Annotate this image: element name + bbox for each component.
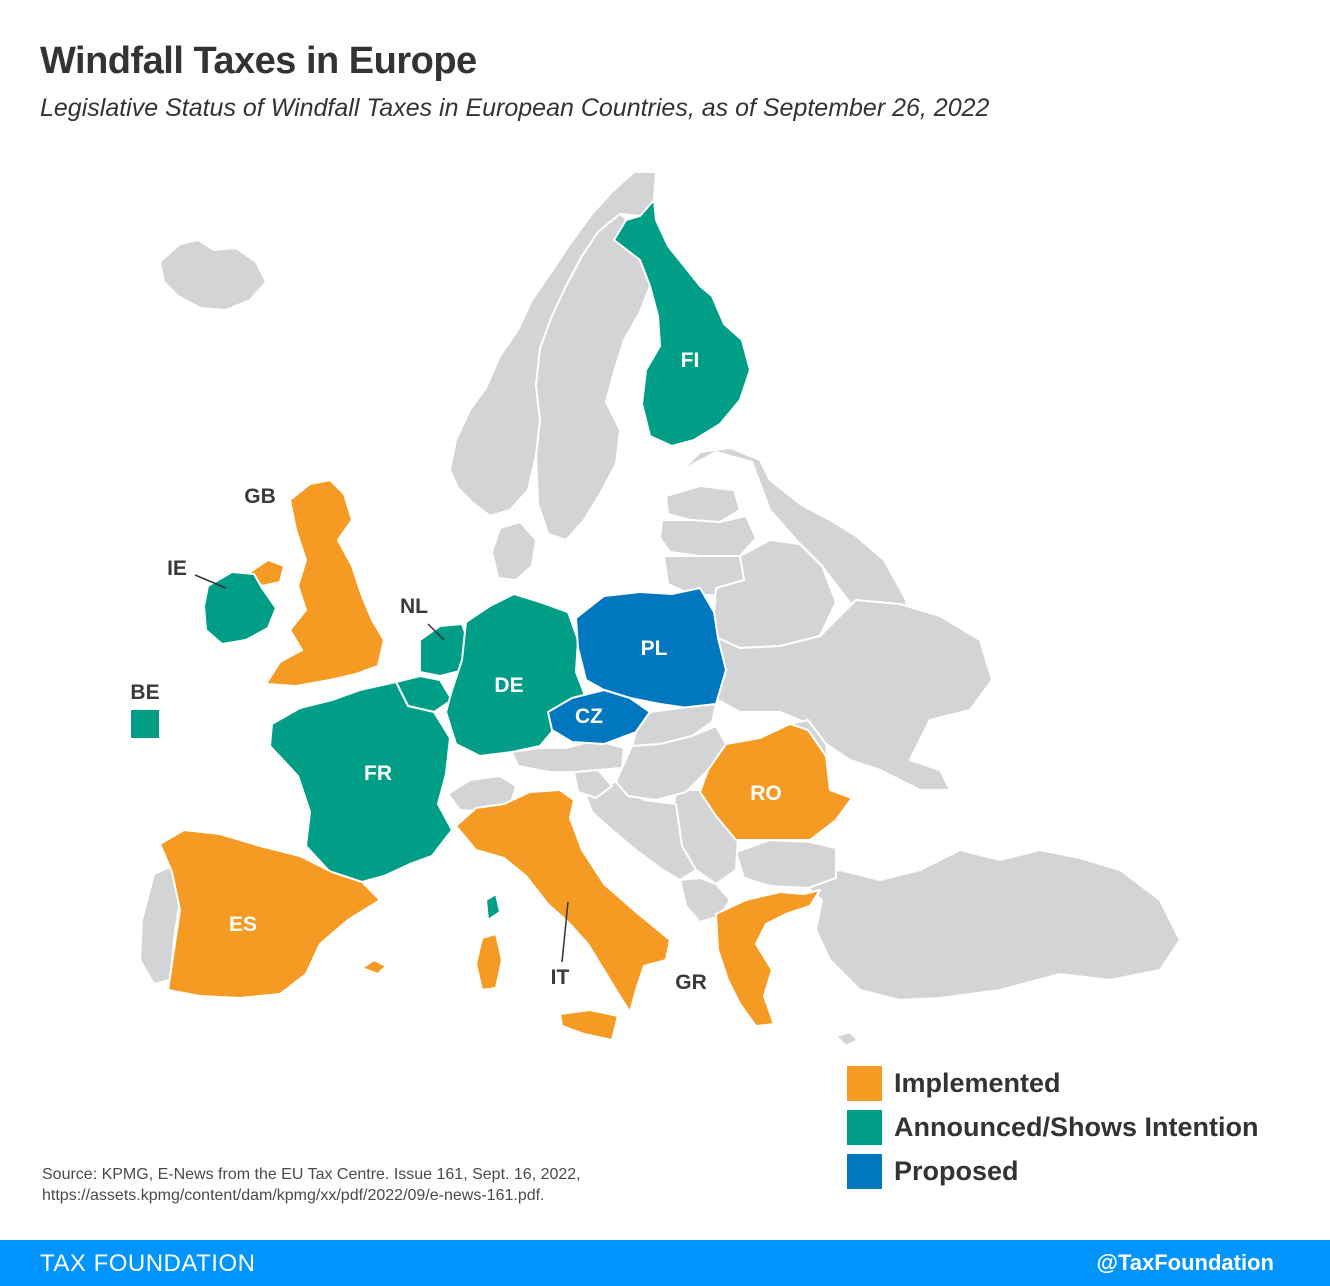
label-it: IT (551, 966, 570, 989)
legend: Implemented Announced/Shows Intention Pr… (847, 1065, 1259, 1198)
leader-nl (427, 623, 445, 641)
label-gr: GR (675, 971, 707, 994)
legend-item-announced: Announced/Shows Intention (847, 1109, 1259, 1145)
country-uk (249, 479, 385, 687)
country-romania (699, 723, 853, 841)
country-labels: FI GB IE NL BE DE FR PL CZ RO ES IT GR (130, 349, 781, 994)
country-finland (613, 199, 751, 447)
label-be: BE (130, 681, 159, 704)
leader-ie (194, 574, 227, 589)
legend-label-implemented: Implemented (894, 1067, 1061, 1098)
norway (449, 171, 657, 517)
legend-item-implemented: Implemented (847, 1065, 1258, 1101)
latvia (659, 515, 757, 557)
legend-label-announced: Announced/Shows Intention (894, 1111, 1259, 1142)
map-title: Windfall Taxes in Europe (40, 40, 477, 82)
footer-brand: TAX FOUNDATION (40, 1250, 256, 1277)
switzerland (447, 775, 517, 813)
legend-swatch-announced (847, 1109, 882, 1145)
label-fi: FI (681, 349, 700, 372)
cyprus (835, 1031, 859, 1047)
country-ireland (203, 571, 277, 645)
leader-lines (194, 574, 569, 963)
label-gb: GB (244, 485, 276, 508)
country-poland (575, 587, 727, 709)
russia-west (681, 447, 911, 651)
leader-it (561, 901, 569, 963)
label-pl: PL (641, 637, 668, 660)
source-note: Source: KPMG, E-News from the EU Tax Cen… (42, 1164, 581, 1206)
footer-handle: @TaxFoundation (1096, 1250, 1274, 1275)
label-nl: NL (400, 595, 428, 618)
source-line-1: Source: KPMG, E-News from the EU Tax Cen… (42, 1166, 581, 1183)
country-spain (159, 829, 387, 999)
status-countries (159, 199, 853, 1041)
legend-item-proposed: Proposed (847, 1153, 1258, 1189)
legend-label-proposed: Proposed (894, 1155, 1019, 1186)
map-subtitle: Legislative Status of Windfall Taxes in … (40, 94, 990, 122)
europe-map: FI GB IE NL BE DE FR PL CZ RO ES IT GR (130, 171, 1181, 1047)
label-ie: IE (167, 557, 187, 580)
sweden (535, 213, 651, 541)
bulgaria (735, 839, 837, 889)
label-cz: CZ (575, 705, 603, 728)
source-line-2: https://assets.kpmg/content/dam/kpmg/xx/… (42, 1187, 545, 1204)
iceland (159, 239, 267, 311)
balkans-south (679, 877, 731, 923)
country-italy (455, 789, 671, 1041)
other-countries (139, 171, 1181, 1047)
ukraine (717, 599, 993, 791)
footer-bar: TAX FOUNDATION @TaxFoundation (0, 1240, 1330, 1286)
denmark (491, 521, 537, 581)
estonia (665, 485, 741, 523)
country-france (269, 681, 501, 921)
legend-swatch-implemented (847, 1065, 882, 1101)
turkey (799, 849, 1181, 1001)
label-ro: RO (750, 782, 782, 805)
legend-swatch-proposed (847, 1153, 882, 1189)
belgium-marker-swatch (131, 710, 159, 738)
label-fr: FR (364, 762, 392, 785)
label-de: DE (494, 674, 523, 697)
label-es: ES (229, 913, 257, 936)
country-greece (715, 889, 821, 1027)
